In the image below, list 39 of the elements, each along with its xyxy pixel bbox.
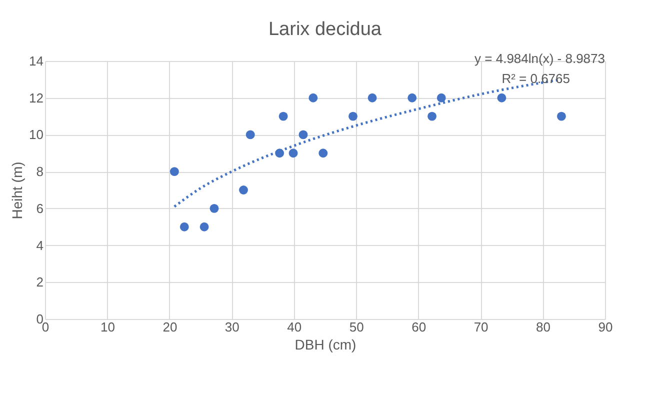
point (200, 222, 209, 232)
point (308, 93, 318, 102)
chart-title: Larix decidua (268, 19, 382, 40)
annotation: y = 4.984ln(x) - 8.9873 (474, 51, 605, 66)
point (436, 93, 446, 102)
y-tick-label: 14 (29, 54, 44, 68)
y-axis-title: Heiht (m) (9, 162, 26, 220)
x-tick-label: 60 (412, 320, 426, 334)
x-tick-label: 70 (474, 320, 488, 334)
x-tick-label: 10 (100, 320, 115, 334)
annotation: R² = 0.6765 (502, 71, 570, 86)
point (298, 130, 308, 140)
point (318, 148, 328, 158)
x-tick-label: 30 (224, 320, 240, 334)
y-tick-label: 10 (29, 127, 44, 142)
x-tick-label: 90 (598, 320, 613, 334)
point (210, 204, 219, 213)
x-tick-label: 40 (287, 320, 302, 334)
y-tick-label: 8 (36, 164, 44, 180)
y-tick-label: 4 (36, 238, 44, 253)
x-axis-title: DBH (cm) (294, 336, 356, 352)
point (170, 167, 179, 176)
x-tick-label: 20 (162, 320, 178, 334)
y-tick-label: 12 (29, 90, 44, 106)
point (348, 112, 358, 121)
point (368, 93, 377, 102)
y-tick-label: 2 (36, 274, 44, 290)
point (556, 112, 566, 121)
point (278, 112, 288, 121)
point (428, 112, 436, 121)
x-tick-label: 50 (349, 320, 364, 334)
point (497, 93, 506, 102)
y-tick-label: 6 (36, 200, 44, 216)
x-tick-label: 80 (536, 320, 551, 334)
point (239, 186, 248, 194)
point (288, 148, 298, 158)
point (246, 130, 255, 140)
point (408, 93, 417, 102)
point (180, 222, 189, 232)
